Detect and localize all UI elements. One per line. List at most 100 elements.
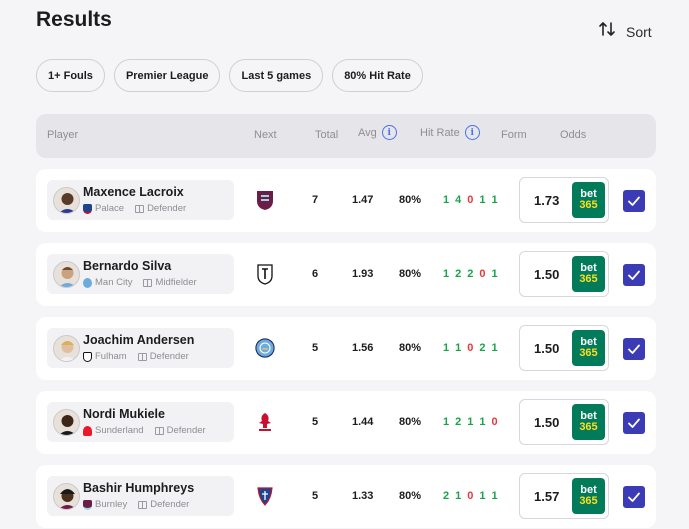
player-cell[interactable]: Bernardo Silva Man City Midfielder [47, 254, 234, 294]
form-game: 1 [491, 268, 498, 280]
bet365-logo: bet 365 [572, 404, 605, 440]
club-crest-icon [259, 413, 271, 431]
form-game: 2 [479, 342, 486, 354]
player-name: Maxence Lacroix [83, 185, 184, 199]
club-crest-icon [83, 499, 92, 510]
player-name: Nordi Mukiele [83, 407, 165, 421]
table-row[interactable]: Bashir Humphreys Burnley Defender 5 1.33… [36, 465, 656, 528]
player-team: Palace [95, 203, 125, 214]
player-cell[interactable]: Bashir Humphreys Burnley Defender [47, 476, 234, 516]
form-game: 1 [467, 416, 474, 428]
total-value: 5 [312, 490, 319, 502]
odds-button[interactable]: 1.73 bet 365 [519, 177, 609, 223]
column-form: Form [501, 129, 527, 141]
player-team: Fulham [95, 351, 127, 362]
form-game: 0 [479, 268, 486, 280]
form-game: 1 [455, 490, 462, 502]
form-game: 1 [491, 194, 498, 206]
form-game: 0 [467, 490, 474, 502]
total-value: 5 [312, 342, 319, 354]
player-position: Midfielder [155, 277, 197, 288]
player-meta: Fulham Defender [83, 351, 189, 362]
hit-rate-value: 80% [399, 194, 422, 206]
select-checkbox[interactable] [623, 486, 645, 508]
odds-value: 1.50 [534, 341, 560, 356]
table-row[interactable]: Bernardo Silva Man City Midfielder 6 1.9… [36, 243, 656, 306]
select-checkbox[interactable] [623, 264, 645, 286]
table-row[interactable]: Nordi Mukiele Sunderland Defender 5 1.44… [36, 391, 656, 454]
check-icon [628, 418, 640, 428]
filter-chip-league[interactable]: Premier League [113, 59, 221, 92]
filter-chip-games[interactable]: Last 5 games [229, 59, 324, 92]
player-meta: Burnley Defender [83, 499, 189, 510]
form-game: 2 [455, 416, 462, 428]
column-next: Next [254, 129, 277, 141]
player-position: Defender [149, 351, 189, 362]
bet365-logo: bet 365 [572, 256, 605, 292]
hit-rate-value: 80% [399, 268, 422, 280]
form-game: 1 [443, 342, 450, 354]
player-cell[interactable]: Nordi Mukiele Sunderland Defender [47, 402, 234, 442]
check-icon [628, 196, 640, 206]
avg-value: 1.44 [352, 416, 374, 428]
odds-button[interactable]: 1.57 bet 365 [519, 473, 609, 519]
bet365-logo: bet 365 [572, 182, 605, 218]
odds-value: 1.50 [534, 415, 560, 430]
column-odds: Odds [560, 129, 587, 141]
odds-button[interactable]: 1.50 bet 365 [519, 399, 609, 445]
odds-value: 1.50 [534, 267, 560, 282]
player-avatar [53, 261, 80, 288]
sort-arrows-icon [598, 20, 616, 43]
odds-button[interactable]: 1.50 bet 365 [519, 251, 609, 297]
form-game: 4 [455, 194, 462, 206]
hit-rate-value: 80% [399, 490, 422, 502]
filter-chip-fouls[interactable]: 1+ Fouls [36, 59, 105, 92]
form-game: 0 [491, 416, 498, 428]
position-pitch-icon [138, 500, 148, 509]
position-pitch-icon [143, 278, 153, 287]
avg-value: 1.56 [352, 342, 374, 354]
avg-value: 1.47 [352, 194, 374, 206]
odds-value: 1.73 [534, 193, 560, 208]
player-position: Defender [147, 203, 187, 214]
player-avatar [53, 483, 80, 510]
select-checkbox[interactable] [623, 190, 645, 212]
form-values: 2 1 0 1 1 [443, 490, 498, 502]
sort-button[interactable]: Sort [598, 20, 652, 43]
table-row[interactable]: Joachim Andersen Fulham Defender 5 1.56 … [36, 317, 656, 380]
player-meta: Man City Midfielder [83, 277, 197, 288]
form-values: 1 1 0 2 1 [443, 342, 498, 354]
select-checkbox[interactable] [623, 338, 645, 360]
filter-chip-hit-rate[interactable]: 80% Hit Rate [332, 59, 423, 92]
sort-label: Sort [626, 23, 652, 40]
table-header: Player Next Total Avg i Hit Rate i Form … [36, 114, 656, 158]
avg-value: 1.93 [352, 268, 374, 280]
club-crest-icon [255, 338, 275, 358]
club-crest-icon [83, 277, 92, 288]
player-cell[interactable]: Joachim Andersen Fulham Defender [47, 328, 234, 368]
form-game: 1 [491, 490, 498, 502]
club-crest-icon [83, 351, 92, 362]
player-name: Bernardo Silva [83, 259, 172, 273]
form-game: 2 [467, 268, 474, 280]
info-icon[interactable]: i [464, 125, 480, 140]
select-checkbox[interactable] [623, 412, 645, 434]
check-icon [628, 270, 640, 280]
hit-rate-value: 80% [399, 342, 422, 354]
form-game: 2 [443, 490, 450, 502]
player-avatar [53, 335, 80, 362]
position-pitch-icon [137, 352, 147, 361]
column-avg: Avg i [358, 125, 397, 140]
table-row[interactable]: Maxence Lacroix Palace Defender 7 1.47 8… [36, 169, 656, 232]
form-game: 1 [479, 194, 486, 206]
odds-button[interactable]: 1.50 bet 365 [519, 325, 609, 371]
club-crest-icon [83, 203, 92, 214]
player-cell[interactable]: Maxence Lacroix Palace Defender [47, 180, 234, 220]
filter-chips: 1+ Fouls Premier League Last 5 games 80%… [36, 59, 423, 92]
form-game: 1 [443, 416, 450, 428]
bet365-logo: bet 365 [572, 330, 605, 366]
info-icon[interactable]: i [381, 125, 397, 140]
column-player: Player [47, 129, 79, 141]
form-values: 1 2 1 1 0 [443, 416, 498, 428]
player-avatar [53, 409, 80, 436]
